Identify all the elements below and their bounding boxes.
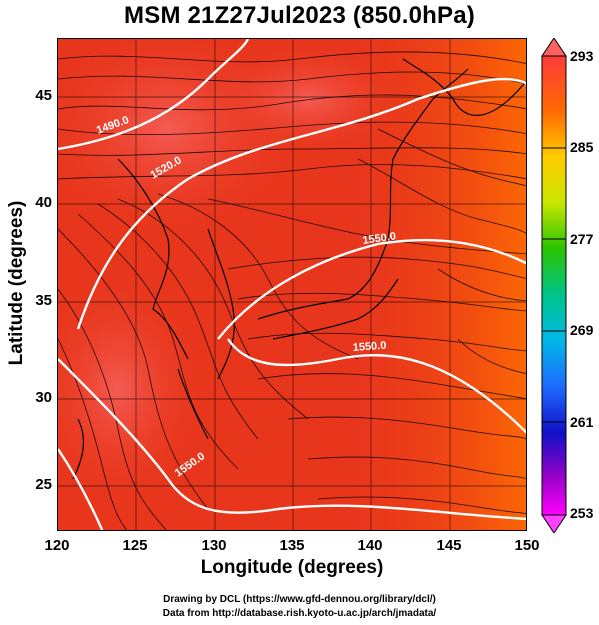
footer-drawing-credit: Drawing by DCL (https://www.gfd-dennou.o… xyxy=(163,594,436,605)
colorbar-label-261: 261 xyxy=(570,414,594,430)
cooler-region-east xyxy=(58,39,526,530)
colorbar-bottom-arrow xyxy=(541,514,567,533)
colorbar-label-293: 293 xyxy=(570,48,594,64)
colorbar-label-269: 269 xyxy=(570,322,594,338)
y-axis-label: Latitude (degrees) xyxy=(6,200,27,366)
x-tick-130: 130 xyxy=(201,537,227,554)
colorbar-label-277: 277 xyxy=(570,231,594,247)
x-tick-120: 120 xyxy=(44,537,70,554)
x-axis-label: Longitude (degrees) xyxy=(200,557,384,578)
colorbar-label-285: 285 xyxy=(570,139,594,155)
colorbar-gradient xyxy=(541,55,567,516)
y-tick-30: 30 xyxy=(35,389,52,406)
colorbar-top-arrow xyxy=(541,38,567,57)
map-svg: 1490.0 1520.0 1550.0 1550.0 1550.0 xyxy=(58,39,526,530)
x-tick-145: 145 xyxy=(436,537,462,554)
height-contours xyxy=(58,39,526,530)
x-tick-135: 135 xyxy=(279,537,305,554)
y-tick-45: 45 xyxy=(35,87,52,104)
wind-streamlines xyxy=(58,51,526,530)
colorbar-label-253: 253 xyxy=(570,505,594,521)
y-tick-35: 35 xyxy=(35,292,52,309)
x-tick-140: 140 xyxy=(357,537,383,554)
x-tick-150: 150 xyxy=(514,537,540,554)
contour-label-1550-south: 1550.0 xyxy=(352,340,386,354)
y-tick-25: 25 xyxy=(35,476,52,493)
plot-title: MSM 21Z27Jul2023 (850.0hPa) xyxy=(124,2,475,29)
map-plot-area: 1490.0 1520.0 1550.0 1550.0 1550.0 xyxy=(57,38,527,531)
coastlines xyxy=(72,58,526,480)
map-gridlines xyxy=(58,39,526,530)
contour-label-1550-north: 1550.0 xyxy=(362,230,397,247)
footer-data-credit: Data from http://database.rish.kyoto-u.a… xyxy=(162,608,437,619)
colorbar xyxy=(541,38,567,533)
x-tick-125: 125 xyxy=(122,537,148,554)
y-tick-40: 40 xyxy=(35,194,52,211)
